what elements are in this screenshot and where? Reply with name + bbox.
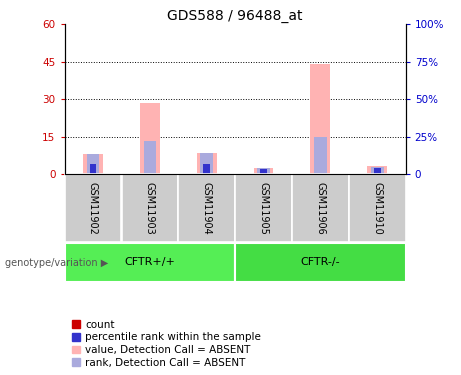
Bar [257, 168, 270, 174]
Bar [374, 168, 381, 174]
Text: GSM11905: GSM11905 [259, 182, 269, 235]
Bar [260, 170, 267, 174]
Bar [89, 164, 96, 174]
Bar [178, 174, 235, 242]
Text: GSM11910: GSM11910 [372, 182, 382, 234]
Bar [367, 166, 387, 174]
Bar [143, 141, 156, 174]
Bar [201, 153, 213, 174]
Bar [140, 103, 160, 174]
Title: GDS588 / 96488_at: GDS588 / 96488_at [167, 9, 303, 23]
Text: CFTR-/-: CFTR-/- [301, 258, 340, 267]
Bar [89, 168, 96, 174]
Bar [197, 153, 217, 174]
Bar [235, 243, 406, 282]
Text: genotype/variation ▶: genotype/variation ▶ [5, 258, 108, 267]
Bar [203, 164, 210, 174]
Bar [254, 168, 273, 174]
Legend: count, percentile rank within the sample, value, Detection Call = ABSENT, rank, : count, percentile rank within the sample… [70, 318, 263, 370]
Text: GSM11904: GSM11904 [201, 182, 212, 234]
Bar [65, 174, 121, 242]
Text: GSM11906: GSM11906 [315, 182, 325, 234]
Bar [314, 137, 327, 174]
Bar [87, 154, 99, 174]
Bar [235, 174, 292, 242]
Bar [203, 168, 210, 174]
Bar [83, 154, 103, 174]
Text: GSM11903: GSM11903 [145, 182, 155, 234]
Text: GSM11902: GSM11902 [88, 182, 98, 235]
Bar [65, 243, 235, 282]
Bar [371, 167, 384, 174]
Bar [292, 174, 349, 242]
Bar [310, 64, 331, 174]
Text: CFTR+/+: CFTR+/+ [124, 258, 175, 267]
Bar [122, 174, 178, 242]
Bar [349, 174, 406, 242]
